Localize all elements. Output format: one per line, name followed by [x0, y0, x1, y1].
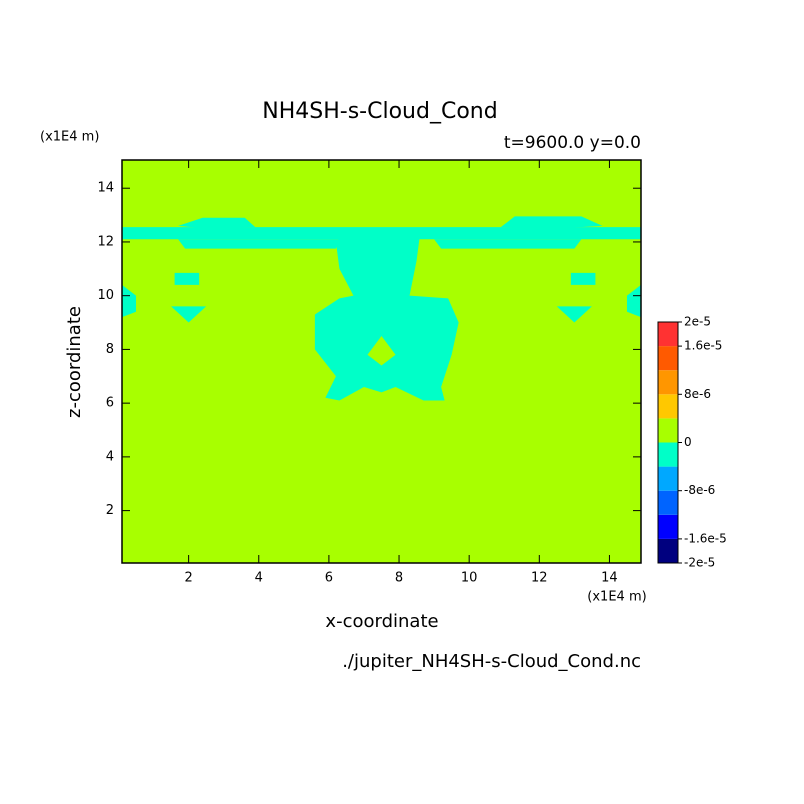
colorbar-tick-label: 2e-5	[684, 315, 711, 329]
y-tick-label: 8	[106, 342, 114, 357]
colorbar-tick-label: 8e-6	[684, 387, 711, 401]
y-tick-label: 6	[106, 396, 114, 411]
contour-region	[556, 306, 592, 323]
colorbar-segment	[658, 346, 678, 371]
x-tick-label: 8	[395, 571, 403, 586]
x-tick-label: 2	[184, 571, 192, 586]
colorbar-tick-label: -8e-6	[684, 483, 715, 497]
contour-region	[314, 233, 459, 401]
x-unit: (x1E4 m)	[587, 590, 646, 605]
plot-frame	[121, 159, 642, 564]
colorbar-segment	[658, 370, 678, 395]
contour-region	[570, 272, 596, 285]
x-tick-label: 6	[325, 571, 333, 586]
contour-region	[367, 335, 396, 366]
colorbar-segment	[658, 466, 678, 491]
y-tick-label: 2	[106, 503, 114, 518]
chart-subtitle: t=9600.0 y=0.0	[504, 133, 641, 153]
source-file: ./jupiter_NH4SH-s-Cloud_Cond.nc	[342, 651, 641, 672]
x-tick-label: 4	[255, 571, 263, 586]
colorbar-segment	[658, 418, 678, 443]
colorbar-tick-label: 1.6e-5	[684, 339, 722, 353]
colorbar-segment	[658, 490, 678, 515]
contour-region	[500, 216, 603, 229]
colorbar-tick-label: -2e-5	[684, 556, 715, 570]
y-unit: (x1E4 m)	[40, 130, 99, 145]
colorbar-tick-label: 0	[684, 435, 692, 449]
x-tick-label: 10	[461, 571, 478, 586]
contour-region	[122, 284, 137, 318]
x-axis-label: x-coordinate	[325, 611, 438, 632]
contour-region	[171, 306, 207, 323]
x-tick-label: 12	[531, 571, 548, 586]
contour-region	[174, 272, 200, 285]
colorbar-tick-label: -1.6e-5	[684, 531, 727, 545]
colorbar-segment	[658, 514, 678, 539]
colorbar-segment	[658, 394, 678, 419]
y-tick-label: 14	[97, 181, 114, 196]
contour-region	[178, 217, 256, 229]
contour-region	[122, 227, 641, 240]
y-axis-label: z-coordinate	[64, 306, 85, 418]
y-tick-label: 10	[97, 288, 114, 303]
chart-title: NH4SH-s-Cloud_Cond	[262, 99, 497, 124]
colorbar-segment	[658, 442, 678, 467]
y-tick-label: 4	[106, 449, 114, 464]
y-tick-label: 12	[97, 234, 114, 249]
contour-region	[434, 239, 582, 249]
x-tick-label: 14	[601, 571, 618, 586]
colorbar-segment	[658, 538, 678, 563]
contour-region	[626, 284, 641, 318]
colorbar-segment	[658, 322, 678, 347]
contour-region	[178, 239, 340, 249]
